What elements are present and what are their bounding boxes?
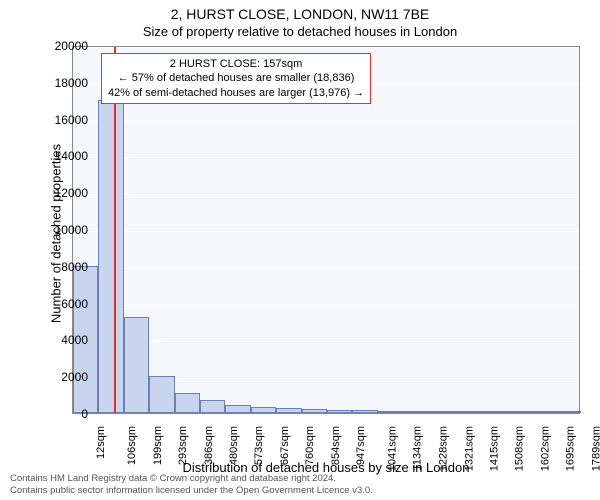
footer-line-1: Contains HM Land Registry data © Crown c… [10,473,373,484]
y-tick-label: 6000 [38,297,88,311]
histogram-bar [200,400,225,413]
x-tick-label: 1041sqm [387,426,399,471]
histogram-bar [175,393,200,413]
x-tick-label: 1508sqm [514,426,526,471]
chart-sub-title: Size of property relative to detached ho… [0,22,600,39]
x-tick-label: 1415sqm [488,426,500,471]
x-tick-label: 1321sqm [463,426,475,471]
gridline [73,157,579,158]
gridline [73,305,579,306]
histogram-bar [98,100,123,413]
footer-line-2: Contains public sector information licen… [10,485,373,496]
histogram-bar [251,407,276,413]
footer-attribution: Contains HM Land Registry data © Crown c… [10,473,373,496]
gridline [73,415,579,416]
y-tick-label: 18000 [38,76,88,90]
x-tick-label: 480sqm [228,426,240,465]
x-tick-label: 293sqm [177,426,189,465]
y-tick-label: 16000 [38,113,88,127]
x-tick-label: 760sqm [304,426,316,465]
histogram-bar [530,411,555,413]
x-tick-label: 854sqm [330,426,342,465]
y-tick-label: 0 [38,407,88,421]
x-tick-label: 1789sqm [590,426,600,471]
histogram-bar [225,405,250,413]
x-tick-label: 1134sqm [411,426,423,470]
info-box-line: 2 HURST CLOSE: 157sqm [108,57,364,71]
histogram-bar [505,411,530,413]
histogram-bar [149,376,174,413]
histogram-bar [479,411,504,413]
gridline [73,268,579,269]
histogram-bar [429,411,454,413]
x-tick-label: 12sqm [95,426,107,459]
gridline [73,194,579,195]
x-tick-label: 667sqm [279,426,291,465]
chart-main-title: 2, HURST CLOSE, LONDON, NW11 7BE [0,0,600,22]
gridline [73,231,579,232]
histogram-bar [302,409,327,413]
y-tick-label: 2000 [38,370,88,384]
histogram-bar [403,411,428,413]
y-tick-label: 10000 [38,223,88,237]
x-tick-label: 386sqm [203,426,215,465]
info-box-line: 42% of semi-detached houses are larger (… [108,86,364,100]
histogram-bar [352,410,377,413]
chart-container: 2 HURST CLOSE: 157sqm← 57% of detached h… [72,46,580,414]
y-tick-label: 8000 [38,260,88,274]
info-box: 2 HURST CLOSE: 157sqm← 57% of detached h… [101,53,371,104]
x-tick-label: 573sqm [254,426,266,465]
x-tick-label: 199sqm [152,426,164,465]
x-tick-label: 1695sqm [564,426,576,471]
histogram-bar [327,410,352,413]
x-tick-label: 106sqm [127,426,139,465]
histogram-bar [378,411,403,413]
histogram-bar [124,317,149,413]
histogram-bar [454,411,479,413]
gridline [73,121,579,122]
plot-area: 2 HURST CLOSE: 157sqm← 57% of detached h… [72,46,580,414]
histogram-bar [276,408,301,413]
y-tick-label: 12000 [38,186,88,200]
histogram-bar [556,411,581,413]
info-box-line: ← 57% of detached houses are smaller (18… [108,71,364,85]
y-tick-label: 20000 [38,39,88,53]
y-tick-label: 4000 [38,333,88,347]
y-tick-label: 14000 [38,149,88,163]
gridline [73,47,579,48]
x-tick-label: 1228sqm [437,426,449,471]
x-tick-label: 1602sqm [539,426,551,471]
x-tick-label: 947sqm [355,426,367,465]
